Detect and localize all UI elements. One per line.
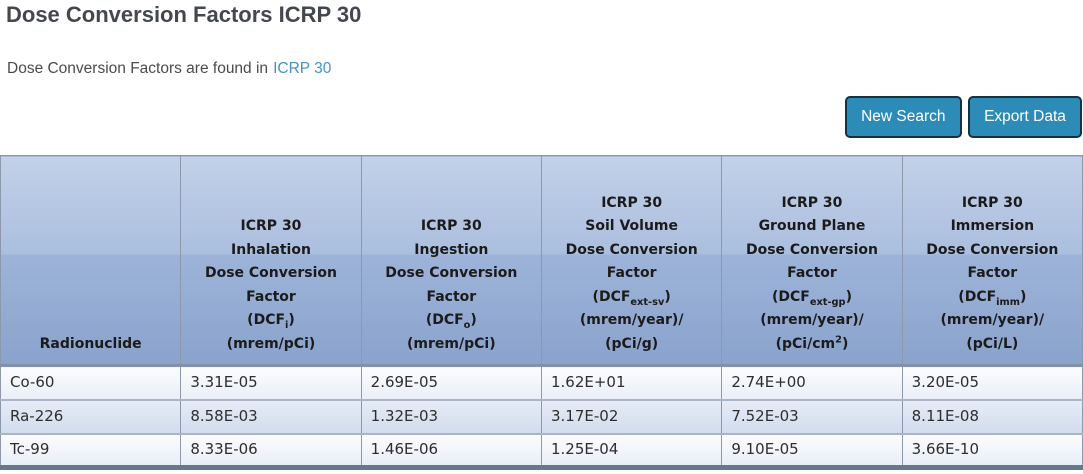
header-line: ICRP 30 (240, 218, 302, 234)
header-line: Inhalation (231, 241, 311, 258)
table-header: Radionuclide ICRP 30 Inhalation Dose Conver… (0, 155, 1083, 367)
ingestion-dcf-cell: 1.46E-06 (360, 433, 542, 469)
header-line: Factor (246, 288, 296, 305)
table-body: Co-60 3.31E-05 2.69E-05 1.62E+01 2.74E+00 3.2… (0, 365, 1083, 469)
radionuclide-cell: Ra-226 (0, 399, 182, 435)
header-line: (DCFimm) (958, 288, 1027, 308)
ingestion-dcf-cell: 1.32E-03 (360, 399, 542, 435)
header-line: (mrem/pCi) (226, 335, 316, 352)
inhalation-dcf-cell: 8.33E-06 (180, 433, 362, 469)
header-line: Immersion (950, 218, 1035, 234)
soil-volume-dcf-cell: 1.25E-04 (540, 433, 723, 469)
header-line: (mrem/year)/ (940, 312, 1045, 328)
header-line: (pCi/L) (966, 335, 1019, 352)
dose-conversion-table: Radionuclide ICRP 30 Inhalation Dose Conver… (0, 155, 1083, 470)
header-line: ICRP 30 (601, 194, 663, 211)
ground-plane-dcf-cell: 9.10E-05 (721, 433, 903, 469)
header-line: Dose Conversion (745, 241, 878, 258)
ground-plane-dcf-cell: 2.74E+00 (721, 365, 903, 401)
inhalation-dcf-cell: 8.58E-03 (180, 399, 362, 435)
column-header-inhalation-dcf: ICRP 30 Inhalation Dose Conversion Factor (D… (180, 155, 362, 367)
table-row: Ra-226 8.58E-03 1.32E-03 3.17E-02 7.52E-03 8.… (0, 399, 1083, 435)
ground-plane-dcf-cell: 7.52E-03 (721, 399, 903, 435)
header-line: Factor (606, 265, 657, 281)
header-line: Factor (787, 265, 837, 281)
header-line: (pCi/cm2) (775, 333, 849, 352)
subtitle: Dose Conversion Factors are found in ICRP… (7, 60, 1083, 78)
header-line: Factor (967, 265, 1018, 281)
header-row: Radionuclide ICRP 30 Inhalation Dose Conver… (0, 155, 1083, 367)
radionuclide-cell: Co-60 (0, 365, 182, 401)
ingestion-dcf-cell: 2.69E-05 (360, 365, 542, 401)
subtitle-text: Dose Conversion Factors are found in (7, 60, 269, 77)
header-line: Soil Volume (585, 218, 678, 234)
header-line: ICRP 30 (420, 218, 482, 234)
header-line: (DCFext-sv) (592, 288, 671, 308)
header-line: (DCFo) (425, 312, 477, 331)
header-line: (mrem/pCi) (407, 335, 496, 352)
inhalation-dcf-cell: 3.31E-05 (180, 365, 362, 401)
new-search-button[interactable]: New Search (845, 96, 962, 138)
soil-volume-dcf-cell: 3.17E-02 (540, 399, 723, 435)
page-title: Dose Conversion Factors ICRP 30 (6, 2, 362, 27)
column-header-ground-plane-dcf: ICRP 30 Ground Plane Dose Conversion Factor… (721, 155, 903, 367)
header-line: (mrem/year)/ (579, 312, 684, 328)
header-line: (mrem/year)/ (760, 312, 864, 328)
column-header-immersion-dcf: ICRP 30 Immersion Dose Conversion Factor (DC… (901, 155, 1083, 367)
immersion-dcf-cell: 3.66E-10 (901, 433, 1083, 469)
table-row: Co-60 3.31E-05 2.69E-05 1.62E+01 2.74E+00 3.2… (0, 365, 1083, 401)
column-header-radionuclide: Radionuclide (0, 155, 182, 367)
table-row: Tc-99 8.33E-06 1.46E-06 1.25E-04 9.10E-05 3.6… (0, 433, 1083, 469)
export-data-button[interactable]: Export Data (968, 96, 1082, 138)
header-line: Ground Plane (758, 218, 866, 234)
soil-volume-dcf-cell: 1.62E+01 (540, 365, 723, 401)
immersion-dcf-cell: 3.20E-05 (901, 365, 1083, 401)
header-line: ICRP 30 (961, 194, 1023, 211)
header-line: Dose Conversion (385, 265, 518, 281)
header-line: Factor (426, 288, 477, 305)
icrp30-link[interactable]: ICRP 30 (273, 60, 332, 77)
header-line: Dose Conversion (926, 241, 1059, 258)
header-line: (pCi/g) (605, 335, 659, 352)
header-line: Dose Conversion (204, 265, 338, 281)
header-line: (DCFi) (247, 312, 295, 331)
column-header-soil-volume-dcf: ICRP 30 Soil Volume Dose Conversion Factor (… (540, 155, 723, 367)
toolbar: New Search Export Data (843, 96, 1082, 138)
radionuclide-cell: Tc-99 (0, 433, 182, 469)
header-line: Dose Conversion (565, 241, 698, 258)
header-line: ICRP 30 (781, 194, 843, 211)
header-line: Ingestion (414, 241, 489, 258)
header-line: (DCFext-gp) (771, 288, 852, 308)
column-header-ingestion-dcf: ICRP 30 Ingestion Dose Conversion Factor (DC… (360, 155, 542, 367)
header-line: Radionuclide (39, 335, 142, 352)
immersion-dcf-cell: 8.11E-08 (901, 399, 1083, 435)
